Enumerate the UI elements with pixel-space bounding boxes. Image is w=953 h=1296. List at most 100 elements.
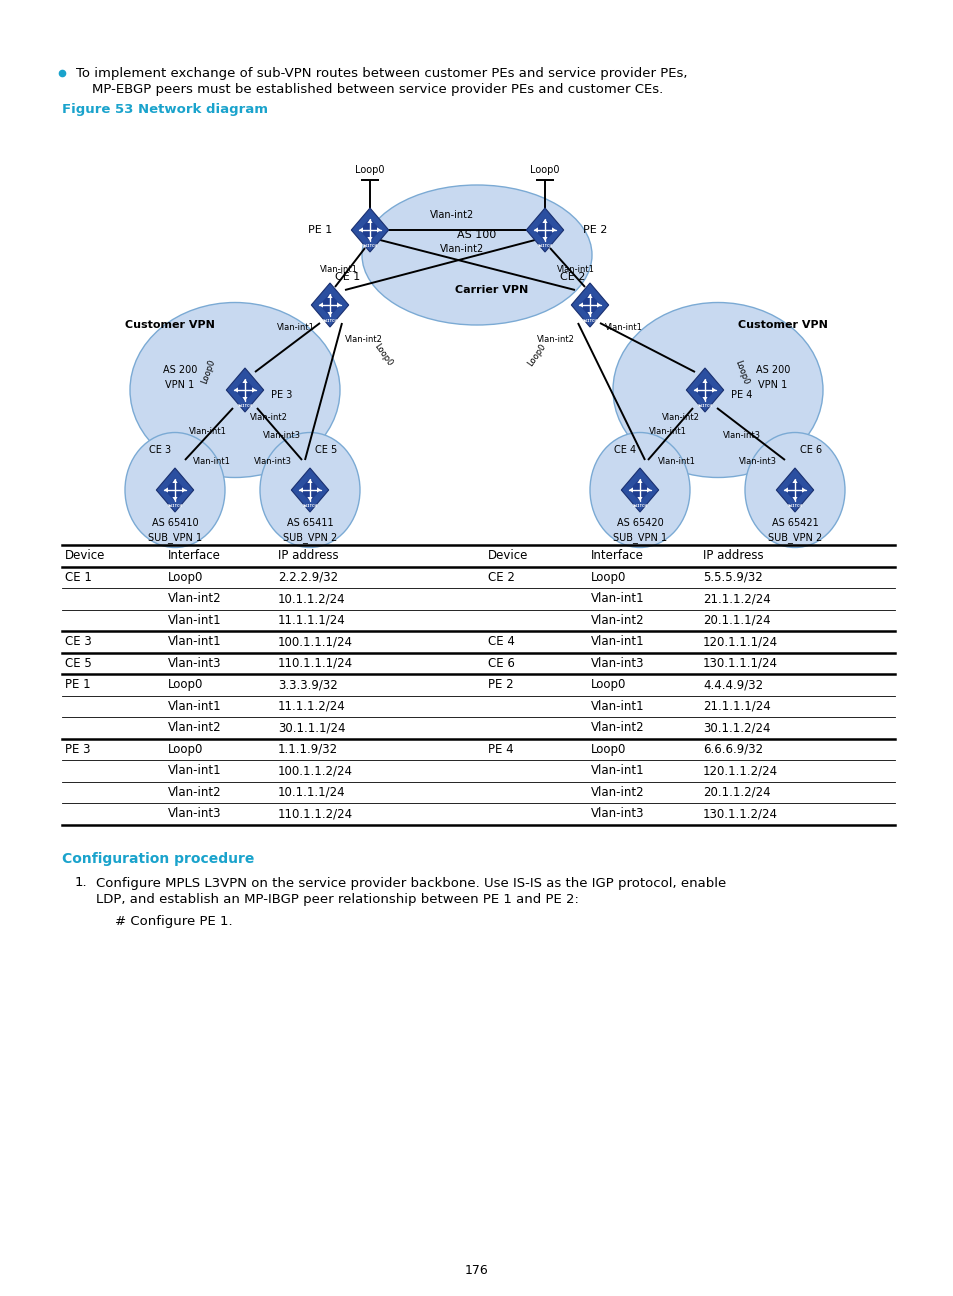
Text: CE 6: CE 6 — [800, 445, 821, 455]
Text: Vlan-int2: Vlan-int2 — [439, 244, 483, 254]
Text: 5.5.5.9/32: 5.5.5.9/32 — [702, 570, 762, 583]
Polygon shape — [628, 487, 632, 492]
Text: MP-EBGP peers must be established between service provider PEs and customer CEs.: MP-EBGP peers must be established betwee… — [91, 83, 662, 96]
Text: PE 2: PE 2 — [488, 678, 513, 691]
Polygon shape — [792, 498, 797, 502]
Text: SWITCH: SWITCH — [697, 404, 712, 408]
Text: Interface: Interface — [590, 550, 643, 562]
Text: 100.1.1.1/24: 100.1.1.1/24 — [277, 635, 353, 648]
Text: Vlan-int3: Vlan-int3 — [263, 430, 301, 439]
Text: PE 1: PE 1 — [308, 226, 332, 235]
Polygon shape — [783, 478, 804, 502]
Text: IP address: IP address — [277, 550, 338, 562]
Text: Loop0: Loop0 — [590, 678, 626, 691]
Text: Vlan-int2: Vlan-int2 — [168, 592, 221, 605]
Text: CE 3: CE 3 — [149, 445, 171, 455]
Polygon shape — [318, 302, 323, 307]
Ellipse shape — [260, 433, 359, 547]
Polygon shape — [646, 487, 650, 492]
Polygon shape — [359, 218, 380, 242]
Text: Vlan-int2: Vlan-int2 — [430, 210, 474, 220]
Text: AS 200: AS 200 — [163, 365, 197, 375]
Text: 1.1.1.9/32: 1.1.1.9/32 — [277, 743, 337, 756]
Text: Figure 53 Network diagram: Figure 53 Network diagram — [62, 104, 268, 117]
Polygon shape — [319, 293, 340, 318]
Text: Vlan-int2: Vlan-int2 — [168, 722, 221, 735]
Text: 11.1.1.2/24: 11.1.1.2/24 — [277, 700, 345, 713]
Text: 6.6.6.9/32: 6.6.6.9/32 — [702, 743, 762, 756]
Text: Vlan-int1: Vlan-int1 — [168, 614, 221, 627]
Polygon shape — [711, 388, 716, 393]
Text: CE 5: CE 5 — [314, 445, 337, 455]
Text: SWITCH: SWITCH — [362, 245, 377, 249]
Text: PE 1: PE 1 — [65, 678, 91, 691]
Text: PE 3: PE 3 — [65, 743, 91, 756]
Polygon shape — [587, 312, 592, 316]
Text: PE 4: PE 4 — [488, 743, 513, 756]
Text: 130.1.1.2/24: 130.1.1.2/24 — [702, 807, 778, 820]
Text: Vlan-int2: Vlan-int2 — [661, 413, 700, 422]
Polygon shape — [552, 227, 556, 233]
Polygon shape — [234, 378, 255, 402]
Text: Vlan-int1: Vlan-int1 — [590, 592, 644, 605]
Text: Device: Device — [488, 550, 528, 562]
Text: Carrier VPN: Carrier VPN — [455, 285, 528, 295]
Polygon shape — [776, 468, 813, 512]
Polygon shape — [571, 283, 608, 327]
Text: Vlan-int2: Vlan-int2 — [250, 413, 288, 422]
Text: Vlan-int3: Vlan-int3 — [722, 430, 760, 439]
Text: Vlan-int3: Vlan-int3 — [168, 657, 221, 670]
Text: SWITCH: SWITCH — [168, 504, 182, 508]
Text: Loop0: Loop0 — [530, 165, 559, 175]
Text: SWITCH: SWITCH — [632, 504, 647, 508]
Text: Configuration procedure: Configuration procedure — [62, 853, 254, 867]
Polygon shape — [620, 468, 658, 512]
Text: SWITCH: SWITCH — [302, 504, 317, 508]
Polygon shape — [701, 378, 707, 382]
Text: Vlan-int1: Vlan-int1 — [276, 323, 314, 332]
Polygon shape — [351, 207, 388, 251]
Text: 1.: 1. — [75, 876, 88, 889]
Polygon shape — [542, 237, 547, 241]
Text: CE 4: CE 4 — [614, 445, 636, 455]
Polygon shape — [164, 487, 168, 492]
Polygon shape — [783, 487, 787, 492]
Text: SUB_VPN 1: SUB_VPN 1 — [148, 531, 202, 543]
Text: SUB_VPN 2: SUB_VPN 2 — [283, 531, 336, 543]
Text: 20.1.1.1/24: 20.1.1.1/24 — [702, 614, 770, 627]
Polygon shape — [637, 498, 642, 502]
Text: Vlan-int2: Vlan-int2 — [590, 722, 644, 735]
Polygon shape — [336, 302, 340, 307]
Text: CE 5: CE 5 — [65, 657, 91, 670]
Ellipse shape — [589, 433, 689, 547]
Text: 120.1.1.1/24: 120.1.1.1/24 — [702, 635, 778, 648]
Polygon shape — [327, 312, 333, 316]
Text: Loop0: Loop0 — [200, 359, 216, 385]
Text: SWITCH: SWITCH — [786, 504, 801, 508]
Ellipse shape — [125, 433, 225, 547]
Polygon shape — [801, 487, 805, 492]
Text: 30.1.1.2/24: 30.1.1.2/24 — [702, 722, 770, 735]
Polygon shape — [242, 378, 248, 382]
Polygon shape — [172, 480, 177, 483]
Text: Loop0: Loop0 — [168, 743, 203, 756]
Polygon shape — [182, 487, 186, 492]
Text: Loop0: Loop0 — [355, 165, 384, 175]
Polygon shape — [376, 227, 380, 233]
Text: AS 65410: AS 65410 — [152, 518, 198, 527]
Polygon shape — [164, 478, 186, 502]
Text: PE 4: PE 4 — [730, 390, 752, 400]
Text: AS 200: AS 200 — [755, 365, 789, 375]
Text: 10.1.1.1/24: 10.1.1.1/24 — [277, 785, 345, 798]
Text: Vlan-int1: Vlan-int1 — [590, 700, 644, 713]
Polygon shape — [542, 219, 547, 223]
Text: Loop0: Loop0 — [590, 743, 626, 756]
Text: Loop0: Loop0 — [168, 570, 203, 583]
Text: Vlan-int2: Vlan-int2 — [168, 785, 221, 798]
Polygon shape — [307, 480, 313, 483]
Text: Vlan-int2: Vlan-int2 — [537, 336, 575, 345]
Text: Vlan-int1: Vlan-int1 — [168, 765, 221, 778]
Text: Vlan-int1: Vlan-int1 — [590, 635, 644, 648]
Polygon shape — [327, 294, 333, 298]
Text: 11.1.1.1/24: 11.1.1.1/24 — [277, 614, 345, 627]
